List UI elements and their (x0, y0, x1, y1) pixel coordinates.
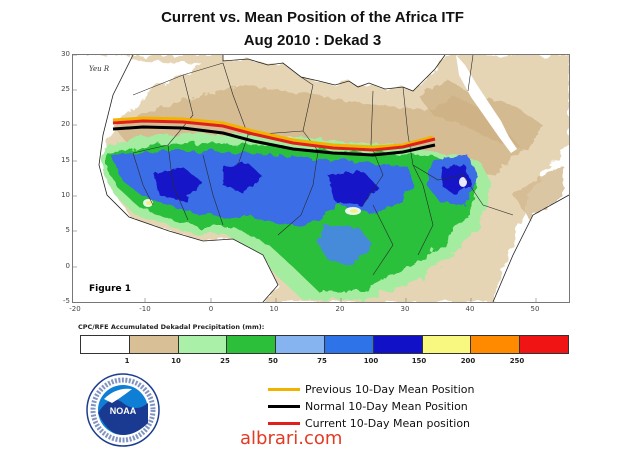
colorbar-label: 10 (171, 357, 181, 365)
africa-map-svg: Yeu R Figure 1 (73, 55, 569, 302)
x-tick-label: 10 (269, 305, 279, 313)
y-tick-label: 5 (65, 226, 70, 234)
x-tick-label: 50 (530, 305, 540, 313)
y-tick-label: 10 (61, 191, 70, 199)
colorbar-box (324, 336, 374, 353)
colorbar-label: 200 (460, 357, 476, 365)
noaa-logo-text: NOAA (110, 406, 137, 416)
colorbar-box (471, 336, 521, 353)
x-tick-label: 20 (335, 305, 345, 313)
y-tick-label: 0 (65, 262, 70, 270)
legend-label: Normal 10-Day Mean Position (305, 400, 468, 413)
ocean-area (73, 55, 569, 302)
y-tick-label: -5 (63, 297, 70, 305)
legend-label: Previous 10-Day Mean Position (305, 383, 475, 396)
precipitation-map: Yeu R Figure 1 (72, 54, 570, 303)
colorbar-label: 100 (363, 357, 379, 365)
y-tick-label: 25 (61, 85, 70, 93)
colorbar-label: 50 (268, 357, 278, 365)
colorbar-box (227, 336, 277, 353)
colorbar-box (81, 336, 130, 353)
legend-swatch (268, 422, 300, 425)
corner-label: Yeu R (89, 65, 110, 73)
x-tick-label: -20 (69, 305, 81, 313)
y-tick-label: 20 (61, 120, 70, 128)
x-tick-label: 30 (400, 305, 410, 313)
colorbar-label: 250 (509, 357, 525, 365)
y-tick-label: 30 (61, 50, 70, 58)
colorbar-box (373, 336, 423, 353)
colorbar-title: CPC/RFE Accumulated Dekadal Precipitatio… (78, 323, 265, 331)
x-tick-label: -10 (139, 305, 151, 313)
precipitation-colorbar (80, 335, 569, 354)
colorbar-box (129, 336, 179, 353)
x-tick-label: 0 (208, 305, 214, 313)
y-tick-label: 15 (61, 156, 70, 164)
x-tick-label: 40 (465, 305, 475, 313)
figure-label: Figure 1 (89, 284, 131, 294)
colorbar-label: 1 (124, 357, 130, 365)
colorbar-box (520, 336, 568, 353)
legend-swatch (268, 388, 300, 391)
country-borders (132, 55, 514, 276)
legend-label: Current 10-Day Mean position (305, 417, 471, 430)
watermark-text: albrari.com (240, 428, 343, 449)
map-title: Current vs. Mean Position of the Africa … (161, 9, 464, 26)
colorbar-label: 150 (411, 357, 427, 365)
colorbar-box (178, 336, 228, 353)
colorbar-box (422, 336, 472, 353)
legend-swatch (268, 405, 300, 408)
colorbar-label: 25 (220, 357, 230, 365)
noaa-logo: NOAA (86, 373, 160, 447)
colorbar-label: 75 (317, 357, 327, 365)
coastline (98, 55, 569, 302)
normal-itf-line (112, 125, 436, 157)
colorbar-box (276, 336, 325, 353)
previous-itf-line (112, 116, 434, 149)
heavy-rain-area (111, 151, 478, 265)
map-ticks (73, 55, 537, 302)
map-subtitle: Aug 2010 : Dekad 3 (243, 32, 382, 49)
current-itf-line (112, 119, 436, 152)
